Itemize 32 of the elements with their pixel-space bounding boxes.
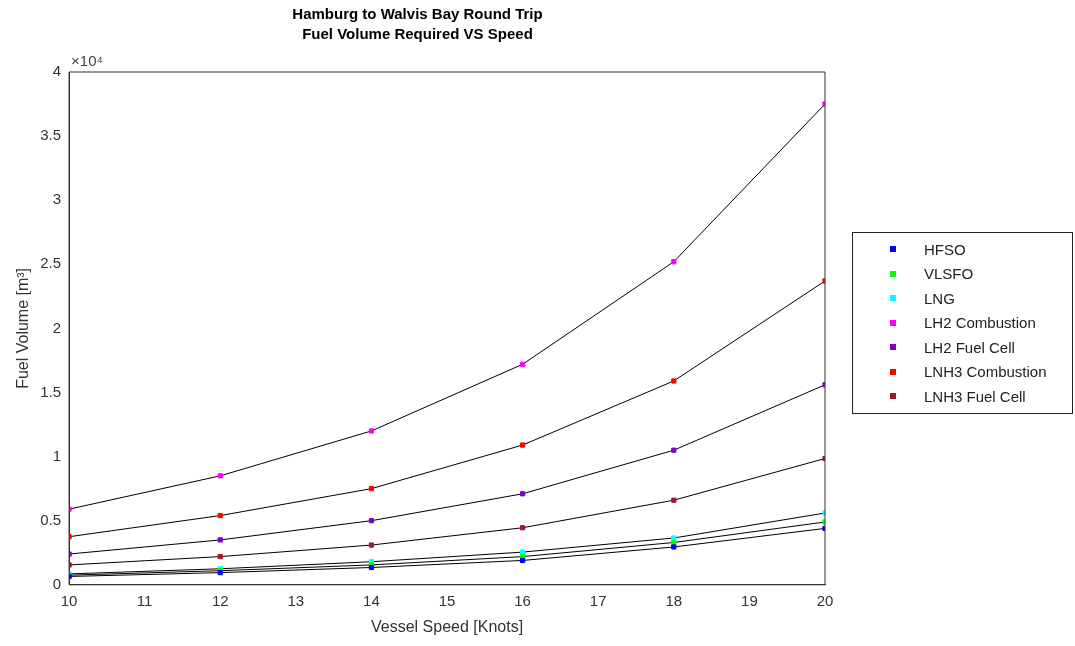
legend-label: LNG bbox=[924, 289, 955, 307]
y-tick-label: 0 bbox=[52, 574, 62, 592]
x-axis-title: Vessel Speed [Knots] bbox=[370, 617, 524, 635]
text: ×10⁴ bbox=[71, 51, 103, 69]
y-tick-label: 3.5 bbox=[40, 126, 62, 144]
y-tick-label: 2 bbox=[52, 318, 62, 336]
x-tick-label: 16 bbox=[514, 591, 531, 609]
legend-label: VLSFO bbox=[924, 265, 974, 283]
legend-label: LH2 Fuel Cell bbox=[924, 338, 1015, 356]
x-tick-label: 10 bbox=[60, 591, 78, 609]
x-tick-label: 11 bbox=[136, 591, 153, 609]
y-tick-label: 2.5 bbox=[40, 254, 62, 272]
legend-label: LNH3 Fuel Cell bbox=[924, 387, 1026, 405]
y-axis-title: Fuel Volume [m³] bbox=[14, 267, 32, 389]
x-tick-label: 14 bbox=[363, 591, 380, 609]
x-tick-label: 13 bbox=[287, 591, 305, 609]
y-tick-label: 1 bbox=[52, 446, 62, 464]
legend-label: HFSO bbox=[924, 240, 966, 258]
x-tick-label: 20 bbox=[816, 591, 834, 609]
x-tick-label: 17 bbox=[589, 591, 607, 609]
y-tick-label: 3 bbox=[52, 190, 62, 208]
x-tick-label: 12 bbox=[211, 591, 229, 609]
y-tick-label: 0.5 bbox=[40, 510, 62, 528]
chart-title: Hamburg to Walvis Bay Round Trip bbox=[292, 5, 543, 23]
legend-label: LH2 Combustion bbox=[924, 314, 1036, 332]
legend-label: LNH3 Combustion bbox=[924, 363, 1047, 381]
chart-subtitle: Fuel Volume Required VS Speed bbox=[302, 25, 533, 43]
x-tick-label: 19 bbox=[741, 591, 758, 609]
x-tick-label: 18 bbox=[665, 591, 683, 609]
y-tick-label: 1.5 bbox=[40, 382, 62, 400]
y-tick-label: 4 bbox=[52, 62, 62, 80]
x-tick-label: 15 bbox=[438, 591, 456, 609]
